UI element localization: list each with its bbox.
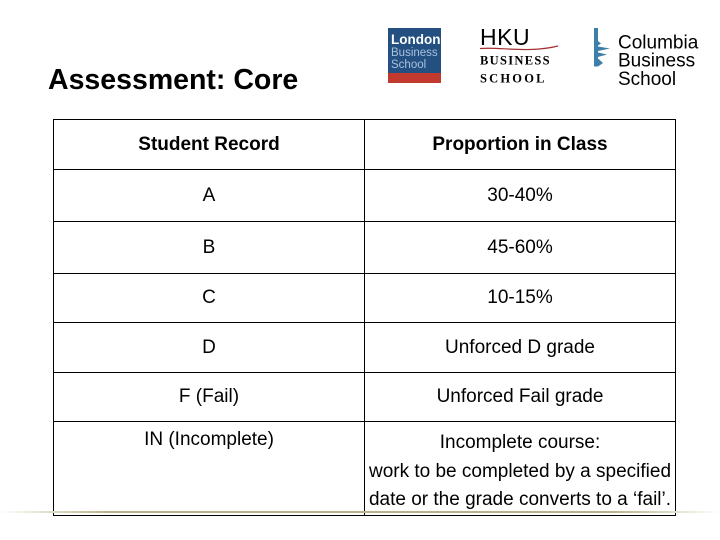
- svg-text:School: School: [618, 69, 676, 90]
- svg-text:London: London: [391, 32, 440, 47]
- svg-text:BUSINESS: BUSINESS: [480, 53, 551, 67]
- svg-text:HKU: HKU: [480, 24, 530, 50]
- svg-text:Business: Business: [391, 47, 438, 59]
- svg-text:School: School: [391, 59, 426, 71]
- svg-text:SCHOOL: SCHOOL: [480, 72, 547, 86]
